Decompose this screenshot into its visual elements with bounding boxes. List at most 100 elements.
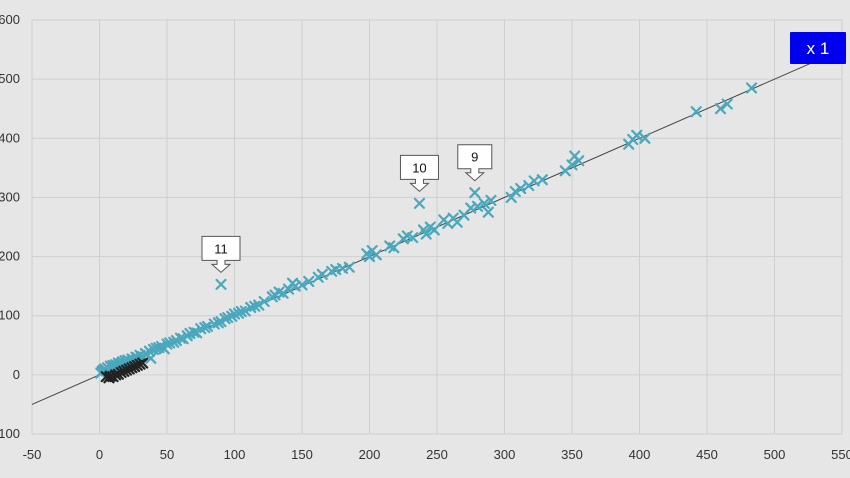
data-point xyxy=(631,129,643,141)
x-tick-label: 500 xyxy=(764,447,786,462)
x-tick-label: 400 xyxy=(629,447,651,462)
data-point-stroke xyxy=(420,228,432,240)
data-point-stroke xyxy=(515,182,527,195)
y-tick-label: 500 xyxy=(0,71,20,86)
x-tick-label: 150 xyxy=(291,447,313,462)
data-point-stroke xyxy=(110,369,122,381)
callout-10: 10 xyxy=(399,154,439,193)
series-badge[interactable] xyxy=(790,32,846,64)
x-tick-label: 550 xyxy=(831,447,850,462)
y-tick-label: -100 xyxy=(0,426,20,441)
data-point-stroke xyxy=(469,187,481,199)
data-point-stroke xyxy=(413,197,426,209)
x-tick-label: 0 xyxy=(96,447,103,462)
callout-11: 11 xyxy=(201,235,241,274)
data-point-stroke xyxy=(745,82,758,94)
data-point xyxy=(370,249,382,261)
data-point xyxy=(413,197,426,209)
data-point xyxy=(509,185,521,198)
data-point xyxy=(478,197,490,209)
data-point xyxy=(407,232,419,244)
data-point xyxy=(296,279,308,291)
data-point-stroke xyxy=(253,299,265,311)
data-point-stroke xyxy=(370,249,382,261)
data-point-stroke xyxy=(536,174,548,186)
y-tick-label: 600 xyxy=(0,12,20,27)
data-point-stroke xyxy=(363,250,376,263)
x-tick-label: 200 xyxy=(359,447,381,462)
data-point xyxy=(420,228,432,240)
x-tick-label: 350 xyxy=(561,447,583,462)
data-point xyxy=(745,82,758,94)
x-tick-label: -50 xyxy=(23,447,42,462)
data-point-stroke xyxy=(428,224,440,236)
callout-box xyxy=(399,154,439,193)
data-point xyxy=(174,332,187,344)
data-point-stroke xyxy=(388,242,400,254)
callout-label: 9 xyxy=(471,150,478,165)
x-tick-label: 250 xyxy=(426,447,448,462)
callout-box xyxy=(457,144,493,182)
data-point xyxy=(505,191,517,204)
data-point-stroke xyxy=(215,278,227,290)
data-point xyxy=(282,283,295,295)
x-tick-label: 50 xyxy=(160,447,174,462)
data-points xyxy=(95,82,758,384)
data-point-stroke xyxy=(482,206,494,218)
data-point xyxy=(536,174,548,186)
data-point xyxy=(471,200,484,212)
data-point-stroke xyxy=(485,194,497,206)
callout-label: 10 xyxy=(412,160,426,175)
data-point-stroke xyxy=(721,98,733,110)
x-tick-label: 450 xyxy=(696,447,718,462)
data-point xyxy=(690,106,702,118)
data-point xyxy=(639,132,651,144)
data-point-stroke xyxy=(174,332,187,344)
data-point-stroke xyxy=(201,320,214,332)
data-point-stroke xyxy=(566,159,578,171)
tick-labels: -50050100150200250300350400450500550-100… xyxy=(0,12,850,462)
x-tick-label: 100 xyxy=(224,447,246,462)
data-point-stroke xyxy=(528,175,540,187)
data-point xyxy=(388,242,400,254)
data-point xyxy=(482,206,494,218)
data-point-stroke xyxy=(296,279,308,291)
data-point-stroke xyxy=(258,295,270,308)
data-point xyxy=(110,369,122,381)
data-point xyxy=(515,182,527,195)
y-tick-label: 300 xyxy=(0,189,20,204)
y-tick-label: 400 xyxy=(0,130,20,145)
data-point xyxy=(714,103,727,115)
data-point xyxy=(188,326,200,338)
data-point-stroke xyxy=(303,275,315,288)
data-point-stroke xyxy=(188,326,200,338)
data-point-stroke xyxy=(316,268,328,280)
data-point-stroke xyxy=(336,262,349,274)
data-point xyxy=(258,295,270,308)
data-point xyxy=(215,278,227,290)
data-point xyxy=(721,98,733,110)
data-point xyxy=(428,224,440,236)
data-point-stroke xyxy=(239,305,251,317)
data-point-stroke xyxy=(330,263,342,276)
y-tick-label: 100 xyxy=(0,308,20,323)
callout-9: 9 xyxy=(457,144,493,182)
data-point xyxy=(343,261,355,273)
data-point xyxy=(316,268,328,280)
badge-group[interactable]: x 1 xyxy=(790,32,846,64)
grid-lines xyxy=(31,19,843,435)
data-point-stroke xyxy=(145,352,157,364)
series-badge-label[interactable]: x 1 xyxy=(807,39,830,58)
data-point-stroke xyxy=(289,280,301,292)
y-tick-label: 0 xyxy=(13,367,20,382)
data-point-stroke xyxy=(465,202,477,214)
data-point xyxy=(145,352,157,364)
data-point-stroke xyxy=(384,240,396,252)
data-point-stroke xyxy=(137,357,149,369)
data-point xyxy=(253,299,265,311)
data-point-stroke xyxy=(631,129,643,141)
data-point xyxy=(566,159,578,171)
data-point-stroke xyxy=(407,232,419,244)
